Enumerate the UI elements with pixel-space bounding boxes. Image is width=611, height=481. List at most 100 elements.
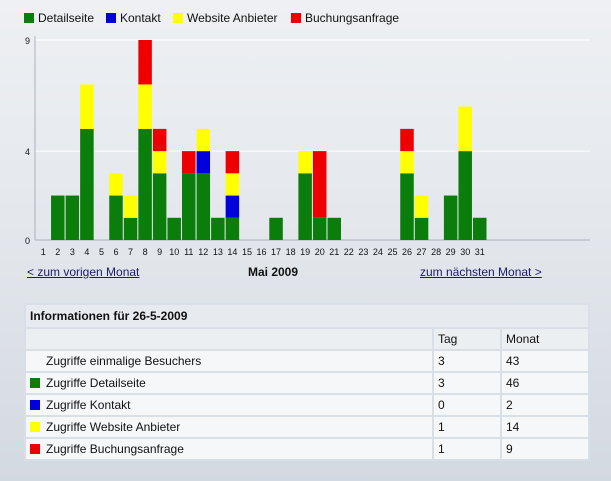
x-tick-label: 9	[157, 247, 162, 257]
x-tick-label: 21	[329, 247, 339, 257]
x-tick-label: 24	[373, 247, 383, 257]
bar-segment	[109, 173, 123, 196]
y-tick-label: 0	[25, 236, 30, 246]
header-monat: Monat	[502, 329, 588, 349]
legend-label: Kontakt	[120, 11, 161, 25]
bar-segment	[152, 128, 167, 152]
x-tick-label: 18	[286, 247, 296, 257]
bar-segment	[473, 217, 487, 240]
x-tick-label: 20	[315, 247, 325, 257]
x-tick-label: 28	[431, 247, 441, 257]
table-row: Zugriffe Kontakt 0 2	[26, 395, 588, 415]
x-tick-label: 6	[113, 247, 118, 257]
x-tick-label: 27	[417, 247, 427, 257]
row-tag-value: 1	[434, 439, 500, 459]
x-tick-label: 17	[271, 247, 281, 257]
row-label: Zugriffe Detailseite	[46, 376, 146, 390]
color-swatch	[30, 400, 40, 410]
info-table: Informationen für 26-5-2009 Tag Monat Zu…	[24, 303, 590, 461]
bar-segment	[225, 217, 240, 240]
bar-segment	[196, 128, 211, 152]
bar-segment	[65, 195, 80, 240]
y-tick-label: 9	[25, 36, 30, 46]
bar-segment	[400, 173, 414, 240]
x-tick-label: 10	[169, 247, 179, 257]
row-monat-value: 9	[502, 439, 588, 459]
bar-segment	[167, 217, 181, 240]
legend-item-buchungsanfrage: Buchungsanfrage	[291, 11, 399, 25]
x-tick-label: 14	[227, 247, 237, 257]
x-tick-label: 13	[213, 247, 223, 257]
month-title: Mai 2009	[248, 265, 299, 279]
bar-segment	[400, 128, 414, 152]
header-empty-cell	[26, 329, 432, 349]
bar-segment	[414, 217, 429, 240]
bar-segment	[225, 173, 240, 196]
next-month-link[interactable]: zum nächsten Monat >	[420, 265, 542, 279]
bar-segment	[312, 217, 327, 240]
bar-segment	[152, 151, 167, 174]
table-row: Zugriffe Website Anbieter 1 14	[26, 417, 588, 437]
row-tag-value: 0	[434, 395, 500, 415]
x-tick-label: 23	[358, 247, 368, 257]
x-tick-label: 15	[242, 247, 252, 257]
bar-segment	[298, 173, 312, 240]
bar-segment	[269, 217, 283, 240]
header-tag: Tag	[434, 329, 500, 349]
row-label: Zugriffe Kontakt	[46, 398, 131, 412]
legend-swatch	[24, 13, 34, 23]
table-row: Zugriffe einmalige Besuchers 3 43	[26, 351, 588, 371]
x-tick-label: 3	[70, 247, 75, 257]
bar-segment	[51, 195, 65, 240]
table-row: Zugriffe Buchungsanfrage 1 9	[26, 439, 588, 459]
row-label-cell: Zugriffe Detailseite	[26, 373, 432, 393]
prev-month-link[interactable]: < zum vorigen Monat	[27, 265, 140, 279]
x-tick-label: 31	[475, 247, 485, 257]
x-tick-label: 5	[99, 247, 104, 257]
row-monat-value: 43	[502, 351, 588, 371]
chart-legend: Detailseite Kontakt Website Anbieter Buc…	[0, 0, 611, 36]
table-row: Zugriffe Detailseite 3 46	[26, 373, 588, 393]
row-label-cell: Zugriffe Buchungsanfrage	[26, 439, 432, 459]
bar-segment	[182, 173, 196, 240]
row-monat-value: 14	[502, 417, 588, 437]
bar-segment	[312, 151, 327, 218]
bar-segment	[138, 128, 152, 240]
x-tick-label: 16	[256, 247, 266, 257]
x-tick-label: 29	[446, 247, 456, 257]
bar-segment	[123, 195, 138, 218]
bar-segment	[138, 40, 152, 85]
legend-item-detailseite: Detailseite	[24, 11, 94, 25]
bar-segment	[196, 173, 211, 240]
x-tick-label: 7	[128, 247, 133, 257]
legend-swatch	[291, 13, 301, 23]
info-table-header-row: Tag Monat	[26, 329, 588, 349]
row-tag-value: 3	[434, 351, 500, 371]
x-tick-label: 22	[344, 247, 354, 257]
row-label: Zugriffe Buchungsanfrage	[46, 442, 184, 456]
bar-segment	[80, 128, 94, 240]
legend-label: Website Anbieter	[187, 11, 278, 25]
color-swatch	[30, 444, 40, 454]
x-tick-label: 1	[41, 247, 46, 257]
bar-segment	[196, 151, 211, 174]
bar-segment	[327, 217, 341, 240]
bar-segment	[138, 84, 152, 129]
legend-swatch	[106, 13, 116, 23]
row-tag-value: 3	[434, 373, 500, 393]
row-monat-value: 46	[502, 373, 588, 393]
color-swatch	[30, 378, 40, 388]
color-swatch	[30, 422, 40, 432]
row-label-cell: Zugriffe einmalige Besuchers	[26, 351, 432, 371]
bar-segment	[182, 151, 196, 174]
bar-segment	[225, 195, 240, 218]
row-label-cell: Zugriffe Website Anbieter	[26, 417, 432, 437]
bar-segment	[211, 217, 225, 240]
bar-segment	[458, 151, 472, 240]
legend-swatch	[173, 13, 183, 23]
legend-label: Buchungsanfrage	[305, 11, 400, 25]
x-tick-label: 2	[55, 247, 60, 257]
y-tick-label: 4	[25, 147, 30, 157]
row-label: Zugriffe Website Anbieter	[46, 420, 181, 434]
x-tick-label: 8	[143, 247, 148, 257]
